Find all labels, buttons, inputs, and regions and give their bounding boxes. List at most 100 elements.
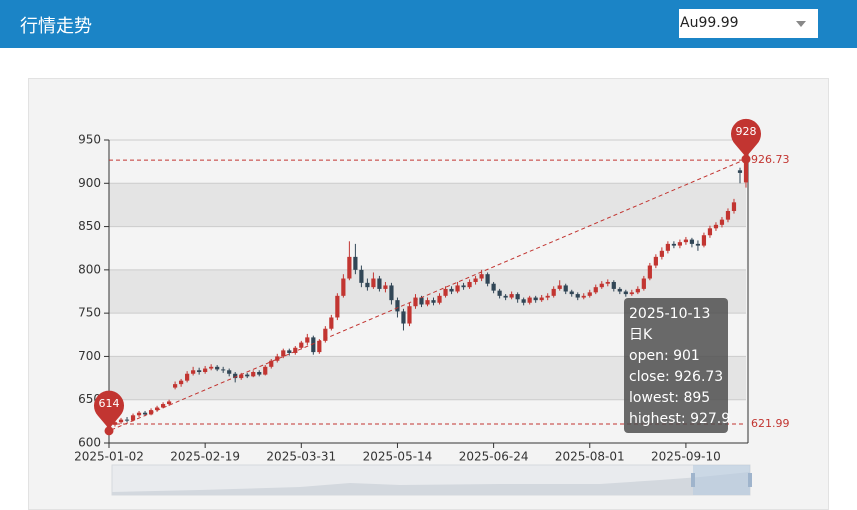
zoom-window — [693, 465, 750, 495]
candle-body — [563, 285, 568, 292]
y-tick-label: 850 — [78, 219, 101, 233]
select-value: Au99.99 — [680, 15, 739, 31]
tooltip-line: lowest: 895 — [629, 390, 710, 406]
candle-body — [227, 370, 232, 374]
candle-body — [401, 311, 406, 324]
header-title: 行情走势 — [20, 16, 92, 37]
candle-body — [185, 373, 190, 381]
y-tick-label: 900 — [78, 176, 101, 190]
x-tick-label: 2025-01-02 — [74, 450, 144, 464]
candle-body — [347, 256, 352, 279]
mark-point-pin — [731, 118, 761, 158]
candle-body — [251, 372, 256, 377]
y-tick-label: 750 — [78, 306, 101, 320]
candle-body — [695, 243, 701, 246]
candle-body — [209, 366, 214, 369]
x-tick-label: 2025-05-14 — [363, 450, 433, 464]
candle-body — [713, 224, 719, 229]
candle-body — [377, 278, 382, 289]
candle-body — [287, 350, 292, 353]
candle-body — [269, 360, 274, 367]
mark-point-dot — [741, 154, 751, 164]
candle-body — [215, 366, 220, 370]
candle-body — [142, 412, 148, 415]
candle-body — [503, 295, 508, 298]
candle-body — [479, 274, 484, 279]
candle-body — [743, 160, 749, 183]
candle-body — [383, 285, 388, 289]
candle-body — [305, 337, 310, 343]
candle-body — [166, 401, 172, 405]
x-tick-label: 2025-06-24 — [459, 450, 529, 464]
candle-body — [136, 412, 142, 416]
candle-body — [341, 278, 346, 296]
candle-body — [275, 356, 280, 361]
candle-body — [395, 300, 400, 312]
candle-body — [605, 281, 610, 284]
candle-body — [293, 347, 298, 353]
candle-body — [311, 337, 316, 353]
candle-body — [197, 370, 202, 373]
candle-body — [599, 283, 604, 288]
candle-body — [689, 239, 695, 244]
zoom-handle[interactable] — [748, 473, 752, 487]
candle-body — [659, 250, 664, 257]
candle-body — [425, 300, 430, 305]
candle-body — [365, 282, 370, 288]
candle-body — [413, 297, 418, 307]
candle-body — [611, 281, 616, 289]
candle-body — [191, 370, 196, 374]
candle-body — [515, 294, 520, 300]
mark-point-dot — [104, 426, 114, 436]
candle-body — [683, 239, 689, 243]
mark-point-label: 928 — [736, 125, 757, 138]
candle-body — [449, 288, 454, 292]
trend-line — [108, 158, 747, 432]
zoom-handle[interactable] — [691, 473, 695, 487]
split-area — [109, 226, 746, 270]
candle-body — [443, 288, 448, 296]
candle-body — [629, 292, 634, 295]
candle-body — [671, 243, 676, 246]
tooltip-line: 2025-10-13 — [629, 306, 710, 322]
candle-body — [203, 368, 208, 373]
candle-body — [731, 202, 737, 211]
candle-body — [533, 297, 538, 301]
split-area — [109, 183, 746, 227]
candle-body — [653, 256, 658, 266]
tooltip: 2025-10-13 日K open: 901 close: 926.73 lowest… — [624, 298, 730, 433]
tooltip-line: highest: 927.9 — [629, 411, 730, 427]
select-caret — [796, 21, 806, 27]
data-zoom[interactable] — [111, 464, 752, 496]
candle-body — [437, 295, 442, 303]
tooltip-line: 日K — [629, 327, 653, 343]
candle-body — [257, 372, 262, 375]
candle-body — [617, 288, 622, 292]
zoom-preview — [112, 472, 750, 495]
split-area — [109, 140, 746, 184]
candle-body — [154, 407, 160, 411]
candle-body — [701, 235, 707, 246]
candle-body — [569, 291, 574, 295]
y-tick-label: 600 — [78, 436, 101, 450]
candle-body — [407, 306, 412, 324]
candle-body — [317, 340, 322, 353]
candle-body — [353, 256, 358, 270]
candle-body — [593, 287, 598, 293]
candle-body — [551, 288, 556, 296]
candle-body — [323, 328, 328, 341]
candle-body — [359, 269, 364, 283]
candle-body — [335, 295, 340, 318]
candle-body — [467, 281, 472, 288]
candle-body — [118, 419, 124, 423]
candle-body — [419, 297, 424, 305]
y-tick-label: 950 — [78, 133, 101, 147]
header: 行情走势 Au99.99 — [0, 0, 857, 48]
x-tick-label: 2025-02-19 — [170, 450, 240, 464]
candle-body — [581, 295, 586, 298]
candle-body — [148, 410, 154, 415]
tooltip-line: open: 901 — [629, 348, 700, 364]
candle-body — [329, 317, 334, 329]
candle-body — [130, 415, 136, 421]
product-select[interactable]: Au99.99 — [679, 9, 818, 38]
